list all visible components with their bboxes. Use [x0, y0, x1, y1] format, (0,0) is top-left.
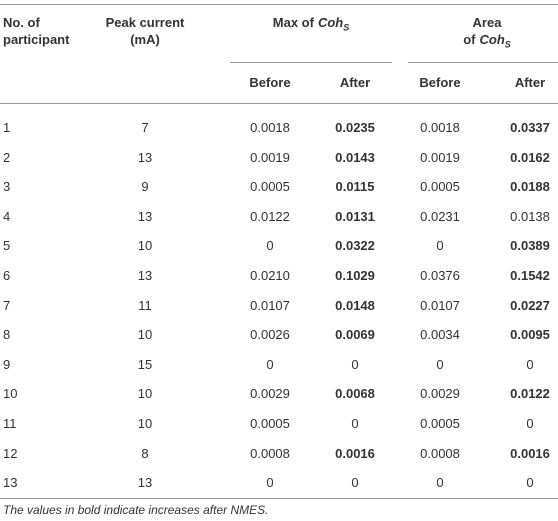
cell: 11 [3, 416, 17, 431]
cell: 7 [141, 120, 149, 135]
cell: 9 [141, 179, 149, 195]
cell: 0.0029 [420, 386, 460, 402]
cell: 1 [3, 120, 11, 135]
cell: 0 [351, 356, 359, 372]
cell: 10 [137, 416, 153, 431]
cell: 0.0005 [250, 416, 290, 431]
cell: 0.0008 [420, 445, 460, 461]
cell: 0.0068 [335, 386, 375, 402]
cell: 0.0143 [335, 149, 375, 165]
header-text: Max of [272, 15, 314, 30]
cell: 0.0005 [420, 179, 460, 195]
header-rule [0, 103, 558, 104]
cell: 0 [436, 238, 444, 254]
cell: 0.0322 [335, 238, 375, 254]
cell: 0.0115 [335, 179, 375, 195]
cell: 10 [137, 238, 153, 254]
cell: 3 [3, 179, 11, 195]
header-subscript: S [343, 22, 350, 33]
cell: 12 [3, 445, 18, 461]
cell: 5 [3, 238, 11, 254]
cell: 9 [3, 356, 11, 372]
cell: 10 [137, 327, 153, 343]
cell: 0.0018 [250, 120, 290, 135]
cell: 11 [138, 297, 152, 313]
cell: 0 [436, 356, 444, 372]
cell: 0.0016 [510, 445, 550, 461]
cell: 0 [266, 356, 274, 372]
cell: 0 [436, 475, 444, 491]
sub-header: After [339, 75, 371, 90]
cell: 0.0019 [250, 149, 290, 165]
cell: 0.0018 [420, 120, 460, 135]
cell: 0.0210 [250, 268, 290, 283]
group-rule [408, 62, 558, 63]
cell: 0.0005 [250, 179, 290, 195]
cell: 0.0231 [420, 208, 460, 224]
cell: 10 [3, 386, 18, 402]
cell: 0.0376 [420, 268, 460, 283]
cell: 0.0069 [335, 327, 375, 343]
sub-header: Before [249, 75, 291, 90]
cell: 0.0148 [335, 297, 375, 313]
cell: 13 [137, 149, 153, 165]
cell: 13 [137, 475, 153, 491]
cell: 15 [137, 356, 153, 372]
cell: 0.1029 [335, 268, 375, 283]
cell: 0.0389 [510, 238, 550, 254]
sub-header: After [514, 75, 546, 90]
header-area: Area of CohS [452, 14, 523, 54]
header-symbol: Coh [479, 32, 505, 47]
cell: 0 [526, 475, 534, 491]
cell: 8 [3, 327, 11, 343]
header-subscript: S [504, 39, 511, 50]
sub-header: Before [419, 75, 461, 90]
footnote: The values in bold indicate increases af… [3, 503, 269, 517]
cell: 0.0131 [335, 208, 375, 224]
cell: 0.0188 [510, 179, 550, 195]
cell: 0 [526, 416, 534, 431]
header-peak: Peak current (mA) [105, 15, 185, 47]
cell: 0.0337 [510, 120, 550, 135]
cell: 0.0235 [335, 120, 375, 135]
cell: 13 [137, 208, 153, 224]
cell: 2 [3, 149, 11, 165]
cell: 0.0095 [510, 327, 550, 343]
cell: 8 [141, 445, 149, 461]
cell: 13 [137, 268, 153, 283]
header-participant: No. of participant [3, 15, 70, 47]
cell: 0.0034 [420, 327, 460, 343]
cell: 0.0122 [510, 386, 550, 402]
cell: 0.0162 [510, 149, 550, 165]
cell: 0.0107 [250, 297, 290, 313]
cell: 13 [3, 475, 18, 491]
cell: 0 [526, 356, 534, 372]
cell: 0 [351, 416, 359, 431]
group-rule [230, 62, 392, 63]
header-text: Area of [463, 15, 502, 47]
cell: 0.0107 [420, 297, 460, 313]
cell: 0.1542 [510, 268, 550, 283]
cell: 0.0008 [250, 445, 290, 461]
cell: 0.0005 [420, 416, 460, 431]
cell: 7 [3, 297, 11, 313]
cell: 0.0029 [250, 386, 290, 402]
cell: 4 [3, 208, 11, 224]
cell: 0 [351, 475, 359, 491]
cell: 6 [3, 268, 11, 283]
cell: 0 [266, 475, 274, 491]
cell: 10 [137, 386, 153, 402]
header-max: Max of CohS [273, 14, 349, 37]
cell: 0.0122 [250, 208, 290, 224]
cell: 0.0016 [335, 445, 375, 461]
header-symbol: Coh [317, 15, 344, 30]
cell: 0.0227 [510, 297, 550, 313]
cell: 0 [266, 238, 274, 254]
top-rule [0, 4, 558, 5]
cell: 0.0019 [420, 149, 460, 165]
cell: 0.0026 [250, 327, 290, 343]
bottom-rule [0, 498, 558, 499]
cell: 0.0138 [510, 208, 550, 224]
